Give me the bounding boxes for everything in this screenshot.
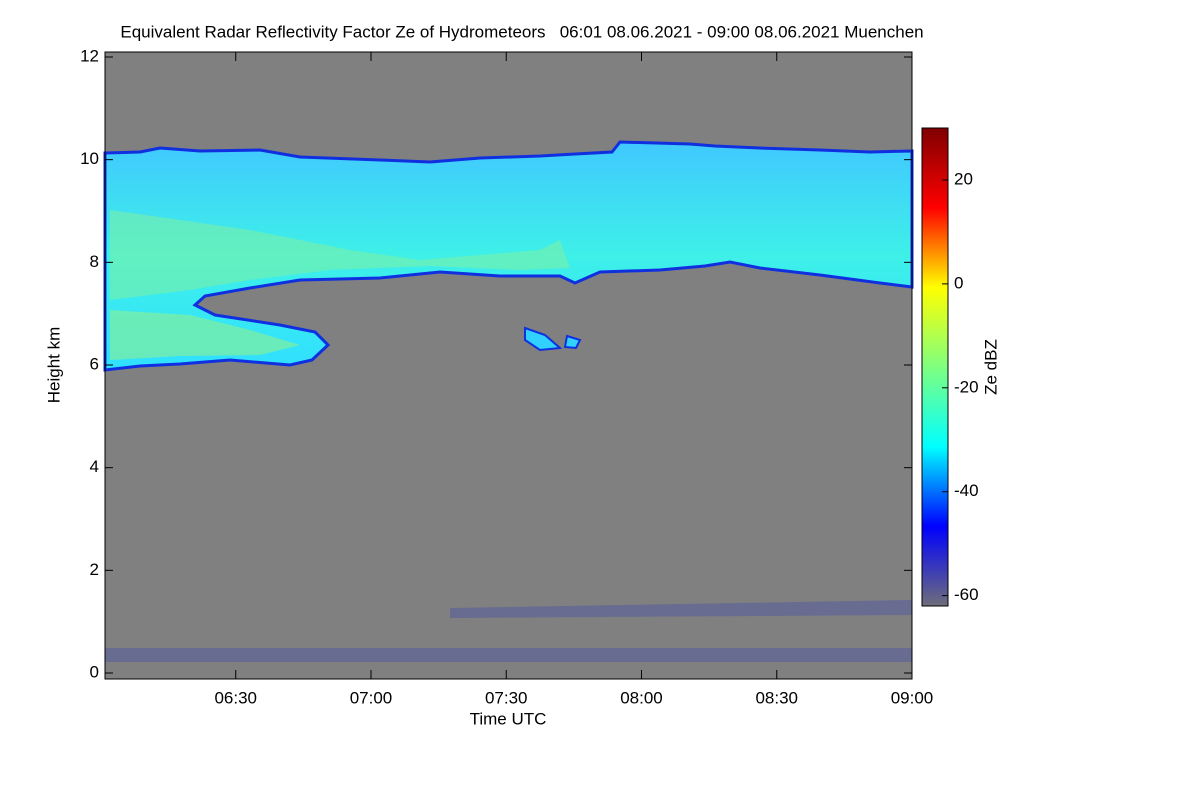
echo-field	[103, 140, 914, 662]
chart-title: Equivalent Radar Reflectivity Factor Ze …	[120, 22, 923, 41]
x-tick-label: 07:30	[485, 688, 528, 707]
colorbar-tick-label: -40	[954, 481, 979, 500]
x-axis-label: Time UTC	[470, 709, 547, 728]
y-tick-label: 4	[90, 457, 99, 476]
x-tick-label: 08:30	[755, 688, 798, 707]
boundary-layer-clutter	[105, 600, 912, 662]
y-tick-label: 2	[90, 560, 99, 579]
y-tick-label: 10	[80, 149, 99, 168]
cloud-patch	[524, 326, 582, 352]
colorbar-tick-label: -60	[954, 585, 979, 604]
x-tick-label: 07:00	[350, 688, 393, 707]
y-tick-label: 8	[90, 252, 99, 271]
y-tick-label: 12	[80, 46, 99, 65]
colorbar	[921, 127, 949, 607]
colorbar-label: Ze dBZ	[981, 339, 1000, 395]
y-tick-label: 0	[90, 662, 99, 681]
cloud-core	[110, 310, 300, 360]
colorbar-tick-label: 20	[954, 169, 973, 188]
y-tick-label: 6	[90, 354, 99, 373]
colorbar-tick-label: 0	[954, 273, 963, 292]
cloud-core	[110, 210, 570, 300]
x-tick-label: 06:30	[214, 688, 257, 707]
x-tick-label: 09:00	[891, 688, 934, 707]
plot-background	[105, 52, 912, 679]
x-tick-label: 08:00	[620, 688, 663, 707]
colorbar-tick-label: -20	[954, 377, 979, 396]
y-axis-label: Height km	[44, 327, 63, 404]
